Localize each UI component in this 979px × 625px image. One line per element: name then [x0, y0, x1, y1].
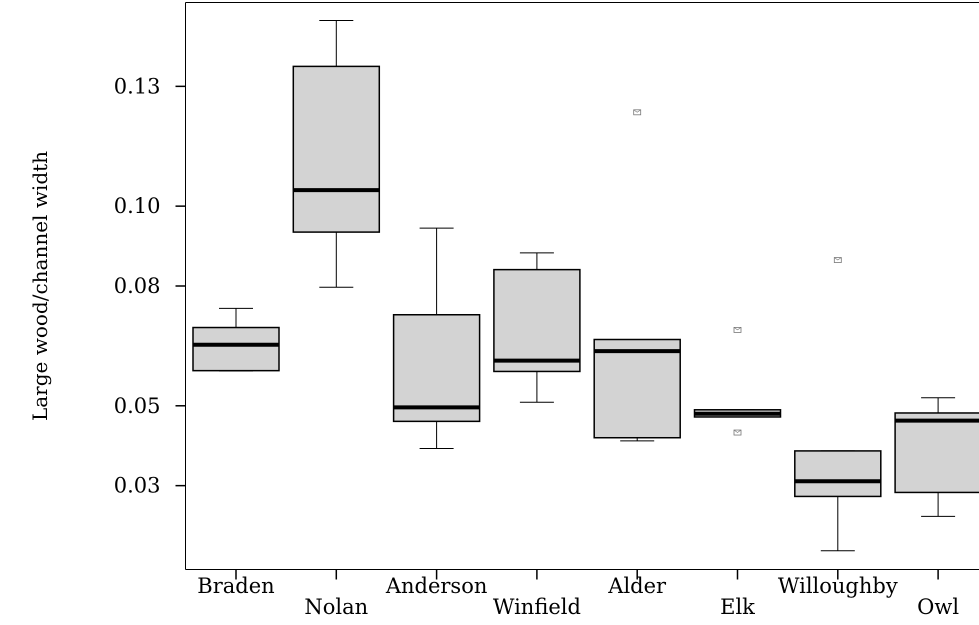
- y-tick-label-2: 0.08: [114, 274, 161, 298]
- outlier-marker-flap: [733, 327, 742, 331]
- x-category-label-3: Winfield: [493, 595, 581, 619]
- y-tick-label-1: 0.05: [114, 394, 161, 418]
- x-category-label-2: Anderson: [385, 574, 488, 598]
- x-category-label-5: Elk: [720, 595, 755, 619]
- outlier-marker: [633, 109, 642, 116]
- box-anderson: [392, 227, 481, 450]
- y-axis-title: Large wood/channel width: [28, 151, 52, 421]
- box-iqr: [292, 65, 381, 233]
- outlier-0: [833, 257, 842, 263]
- outlier-0: [733, 327, 742, 333]
- box-owl: [894, 397, 979, 517]
- y-tick-label-0: 0.03: [114, 474, 161, 498]
- box-elk: [693, 327, 782, 436]
- box-braden: [192, 307, 280, 372]
- x-category-label-0: Braden: [197, 574, 274, 598]
- y-axis: 0.03 0.05 0.08 0.10 0.13: [114, 74, 186, 498]
- outlier-marker-flap: [633, 109, 641, 113]
- outlier-marker: [733, 429, 742, 436]
- outlier-marker: [733, 327, 742, 333]
- box-iqr: [192, 326, 280, 372]
- box-iqr: [593, 338, 681, 439]
- box-willoughby: [794, 257, 882, 552]
- x-category-label-7: Owl: [917, 595, 959, 619]
- x-category-label-6: Willoughby: [778, 574, 898, 598]
- y-tick-label-3: 0.10: [114, 194, 161, 218]
- x-category-label-4: Alder: [607, 574, 667, 598]
- boxes: [192, 19, 979, 552]
- box-iqr: [794, 450, 882, 498]
- outlier-marker-flap: [733, 429, 742, 433]
- box-iqr: [392, 313, 481, 423]
- outlier-0: [633, 109, 642, 116]
- outlier-marker-flap: [834, 257, 842, 261]
- box-winfield: [493, 252, 581, 403]
- outlier-marker: [833, 257, 842, 263]
- x-category-label-1: Nolan: [304, 595, 368, 619]
- y-tick-label-4: 0.13: [114, 74, 161, 98]
- box-nolan: [292, 19, 381, 288]
- box-iqr: [493, 268, 581, 373]
- outlier-1: [733, 429, 742, 436]
- box-iqr: [894, 412, 979, 494]
- box-alder: [593, 109, 681, 442]
